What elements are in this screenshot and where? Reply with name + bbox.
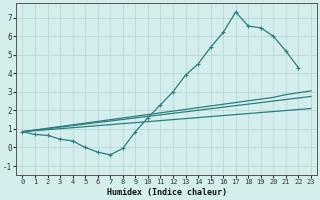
X-axis label: Humidex (Indice chaleur): Humidex (Indice chaleur) [107, 188, 227, 197]
